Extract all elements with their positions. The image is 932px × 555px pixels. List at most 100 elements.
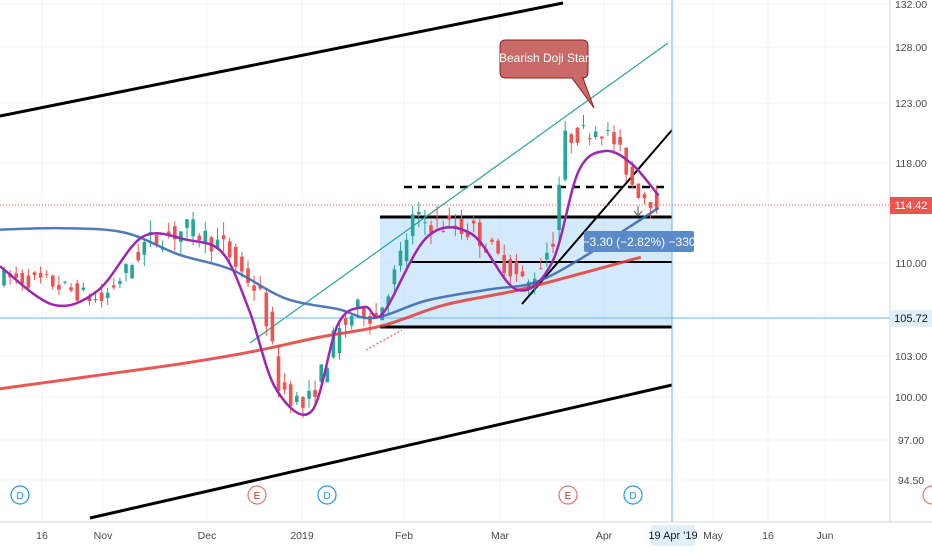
candle	[185, 219, 189, 240]
candle	[490, 237, 494, 245]
candle-body	[179, 231, 183, 242]
candle	[130, 263, 134, 280]
candle-body	[600, 136, 604, 139]
svg-text:D: D	[16, 491, 23, 502]
candle	[93, 292, 98, 303]
candle-body	[551, 243, 555, 247]
candle-body	[545, 252, 549, 260]
candle	[276, 345, 281, 398]
candle	[502, 244, 506, 279]
candle	[44, 270, 49, 278]
candle	[508, 254, 513, 284]
candle	[423, 209, 427, 235]
candle-body	[288, 384, 293, 406]
candle-body	[276, 356, 281, 392]
candle-body	[191, 219, 195, 237]
candle-body	[282, 382, 287, 390]
candle-body	[57, 285, 61, 290]
candle-body	[447, 215, 452, 220]
moving-average-purple	[0, 149, 660, 416]
candle	[142, 240, 147, 266]
candle	[618, 129, 622, 152]
level-lines[interactable]	[380, 185, 672, 329]
crosshair-price-tag	[890, 310, 932, 327]
candle-body	[44, 273, 49, 275]
candle	[105, 287, 110, 305]
candle	[478, 218, 482, 259]
candle-body	[270, 311, 275, 342]
candle-body	[124, 264, 128, 273]
price-axis[interactable]: 132.00128.00123.00118.00114.00110.00105.…	[889, 0, 932, 522]
candle	[313, 380, 317, 405]
price-tick-label: 123.00	[895, 98, 927, 110]
candle-body	[51, 275, 55, 287]
channel-lower-line[interactable]	[89, 383, 673, 520]
candle	[252, 275, 256, 301]
candle-body	[221, 235, 226, 240]
candle	[417, 201, 421, 228]
candle-body	[471, 220, 476, 224]
candle-body	[38, 272, 43, 278]
candle	[81, 282, 86, 292]
event-markers[interactable]: D E D E D	[10, 485, 932, 505]
candle-body	[154, 234, 159, 245]
candle-body	[514, 261, 519, 275]
event-marker-earnings[interactable]: E	[558, 485, 578, 505]
event-marker-dividend[interactable]: D	[317, 485, 337, 505]
candle-body	[386, 296, 391, 306]
candle	[600, 135, 604, 146]
candle	[246, 260, 250, 288]
candle	[514, 253, 519, 282]
candle-body	[508, 259, 513, 277]
candle-body	[606, 130, 610, 131]
event-marker-dividend[interactable]: D	[623, 485, 643, 505]
candle	[471, 216, 476, 233]
channel-upper-line[interactable]	[0, 1, 564, 118]
candle	[392, 265, 397, 293]
candle-body	[20, 272, 25, 284]
candle-body	[258, 285, 262, 289]
candle	[575, 126, 580, 146]
candle-body	[313, 390, 317, 397]
candle	[368, 313, 372, 335]
candle-body	[654, 193, 659, 210]
trend-line-dotted[interactable]	[365, 329, 403, 351]
candle-body	[410, 214, 415, 237]
candle-body	[374, 312, 378, 318]
candle-body	[112, 285, 116, 288]
time-tick-label: Mar	[491, 530, 510, 542]
time-axis[interactable]: 16 Nov Dec 2019 Feb Mar Apr May 16 Jun 19 Apr '19	[0, 521, 932, 546]
candle-body	[648, 201, 653, 208]
candle-body	[465, 231, 470, 238]
candle	[362, 305, 366, 327]
trend-line-teal[interactable]	[249, 42, 669, 344]
candle	[112, 278, 116, 290]
candle-body	[478, 222, 482, 247]
time-tick-label: Nov	[94, 530, 113, 542]
candle-body	[166, 231, 171, 236]
event-marker-dividend[interactable]: D	[10, 485, 30, 505]
candle	[32, 271, 37, 281]
moving-average-blue	[0, 206, 660, 320]
price-axis-ticks: 132.00128.00123.00118.00114.00110.00105.…	[895, 0, 927, 487]
candle-body	[563, 130, 567, 180]
candle	[539, 258, 543, 270]
candle-body	[618, 136, 622, 145]
time-tick-label: 2019	[290, 530, 314, 542]
candle	[642, 192, 647, 205]
candle	[234, 243, 238, 271]
candle-body	[392, 269, 397, 285]
candle-body	[398, 250, 403, 266]
candle	[221, 222, 226, 252]
candle-body	[185, 219, 189, 228]
candle	[69, 283, 73, 293]
callout-bubble[interactable]: Bearish Doji Star	[499, 39, 595, 109]
measure-label[interactable]: −3.30 (−2.82%) −330	[582, 231, 696, 252]
candle	[51, 274, 55, 290]
candle	[179, 231, 183, 254]
event-marker-earnings[interactable]: E	[247, 485, 267, 505]
trend-line-black[interactable]	[521, 129, 673, 305]
candle	[496, 238, 500, 255]
candle-body	[337, 328, 342, 354]
